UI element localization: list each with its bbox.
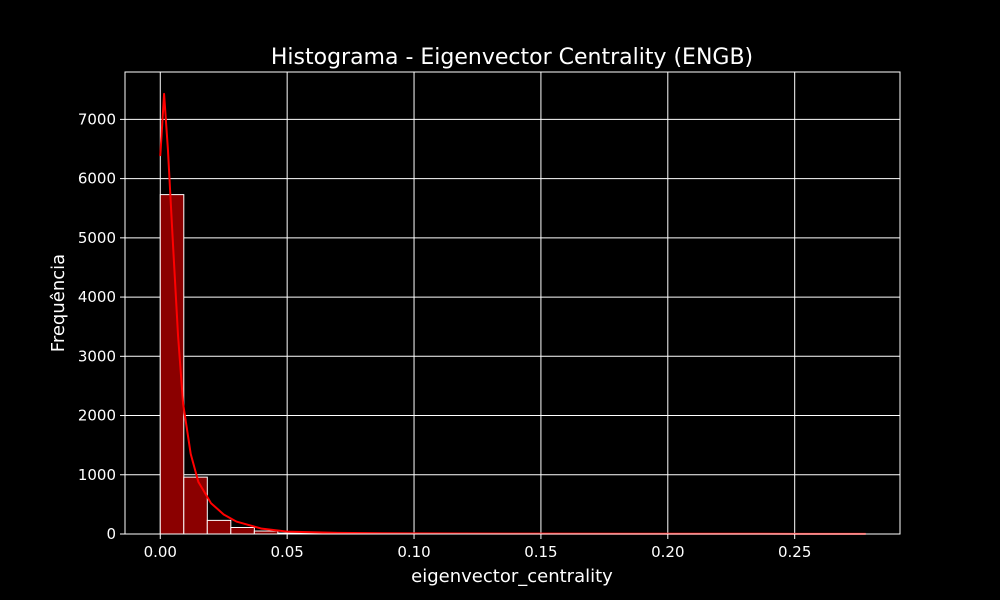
kde-curve — [159, 92, 866, 535]
grid — [125, 72, 900, 535]
x-tick-label: 0.00 — [144, 543, 177, 561]
y-axis-label: Frequência — [48, 254, 69, 352]
histogram-bar — [183, 476, 208, 535]
histogram-bar — [206, 519, 232, 535]
x-tick-label: 0.25 — [778, 543, 811, 561]
y-tick-label: 3000 — [78, 347, 116, 365]
y-tick-label: 4000 — [78, 288, 116, 306]
histogram-bar — [230, 526, 255, 535]
y-tick-label: 5000 — [78, 229, 116, 247]
kde-line — [159, 92, 866, 535]
x-tick-label: 0.20 — [651, 543, 684, 561]
y-tick-label: 6000 — [78, 170, 116, 188]
plot-frame — [124, 71, 901, 535]
y-tick-label: 7000 — [78, 110, 116, 128]
axis-ticks: 0.00 0.05 0.10 0.15 0.20 0.25 0 1000 2000 3000 400… — [78, 110, 812, 561]
x-tick-label: 0.15 — [524, 543, 557, 561]
x-tick-label: 0.10 — [397, 543, 430, 561]
y-tick-label: 0 — [106, 525, 116, 543]
x-axis-label: eigenvector_centrality — [411, 566, 613, 587]
y-tick-label: 2000 — [78, 407, 116, 425]
chart-title: Histograma - Eigenvector Centrality (ENG… — [271, 45, 753, 70]
y-tick-label: 1000 — [78, 466, 116, 484]
x-tick-label: 0.05 — [270, 543, 303, 561]
histogram-bars — [159, 194, 867, 535]
